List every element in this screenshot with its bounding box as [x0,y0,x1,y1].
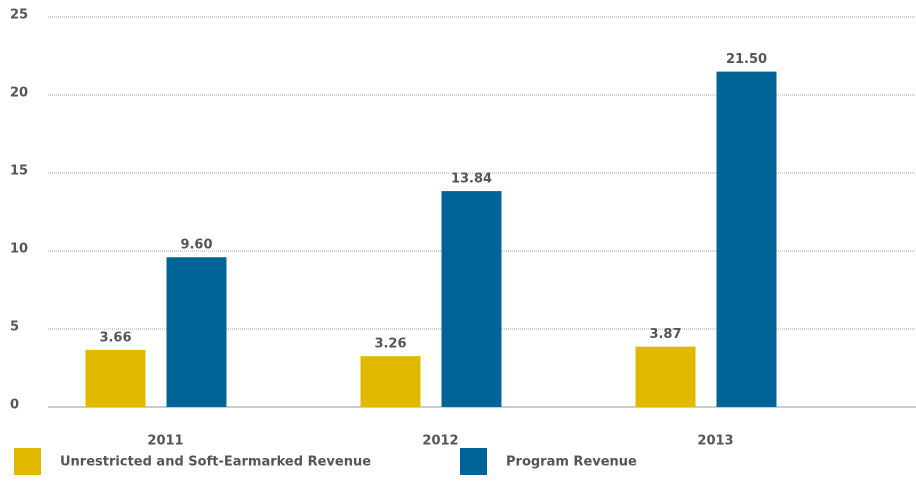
value-label: 13.84 [451,172,492,187]
y-tick-label: 20 [10,86,28,101]
x-tick-label: 2013 [697,434,733,449]
bar [635,346,696,407]
legend-label: Program Revenue [506,455,637,470]
bar [85,349,146,407]
y-tick-label: 0 [10,398,19,413]
y-tick-label: 15 [10,164,28,179]
value-label: 3.66 [99,330,131,345]
legend-swatch [14,448,41,475]
legend-swatch [460,448,487,475]
x-tick-label: 2011 [147,434,183,449]
y-tick-label: 5 [10,320,19,335]
value-label: 3.26 [374,337,406,352]
y-tick-label: 10 [10,242,28,257]
bar [716,71,777,407]
legend-label: Unrestricted and Soft-Earmarked Revenue [60,455,371,470]
bar [441,191,502,407]
x-tick-label: 2012 [422,434,458,449]
value-label: 3.87 [649,327,681,342]
value-label: 21.50 [726,52,767,67]
y-tick-label: 25 [10,8,28,23]
bar [360,356,421,407]
bar [166,257,227,407]
value-label: 9.60 [180,238,212,253]
